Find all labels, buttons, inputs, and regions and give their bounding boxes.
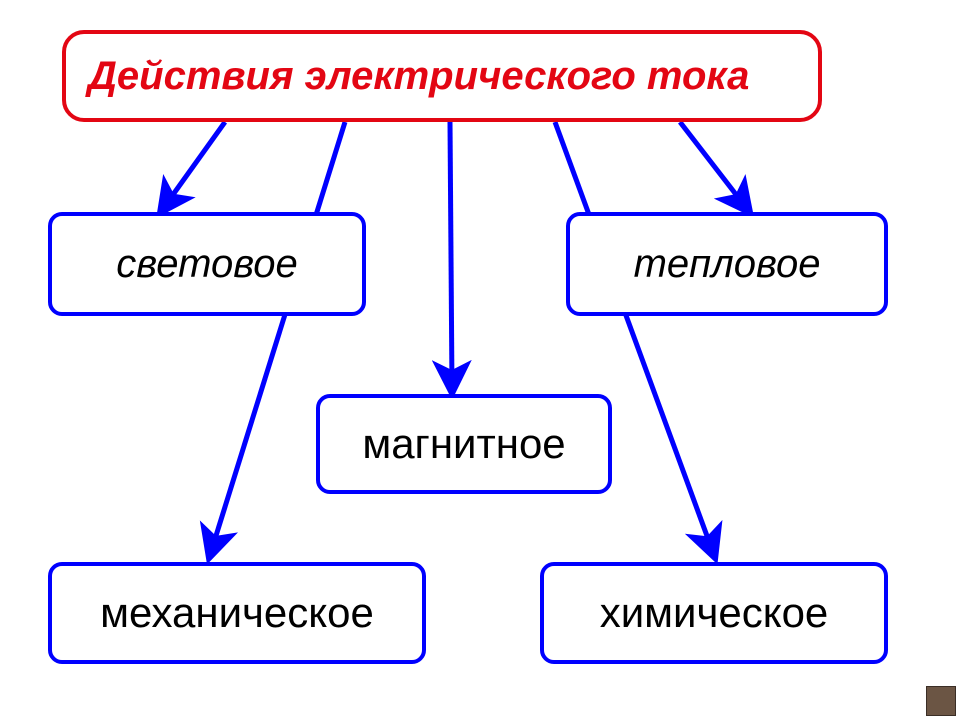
diagram-stage: Действия электрического тока световое те…	[0, 0, 960, 720]
child-label-magnetic: магнитное	[362, 420, 565, 468]
child-label-chemical: химическое	[600, 589, 829, 637]
decorative-corner-image	[926, 686, 956, 716]
child-node-magnetic: магнитное	[316, 394, 612, 494]
edge-4	[680, 122, 748, 210]
child-label-light: световое	[116, 242, 297, 287]
child-node-mechanical: механическое	[48, 562, 426, 664]
root-node: Действия электрического тока	[62, 30, 822, 122]
child-label-thermal: тепловое	[634, 242, 821, 287]
root-label: Действия электрического тока	[88, 54, 749, 99]
child-node-thermal: тепловое	[566, 212, 888, 316]
edge-0	[162, 122, 225, 210]
child-node-chemical: химическое	[540, 562, 888, 664]
edge-2	[450, 122, 452, 390]
child-label-mechanical: механическое	[100, 589, 374, 637]
child-node-light: световое	[48, 212, 366, 316]
